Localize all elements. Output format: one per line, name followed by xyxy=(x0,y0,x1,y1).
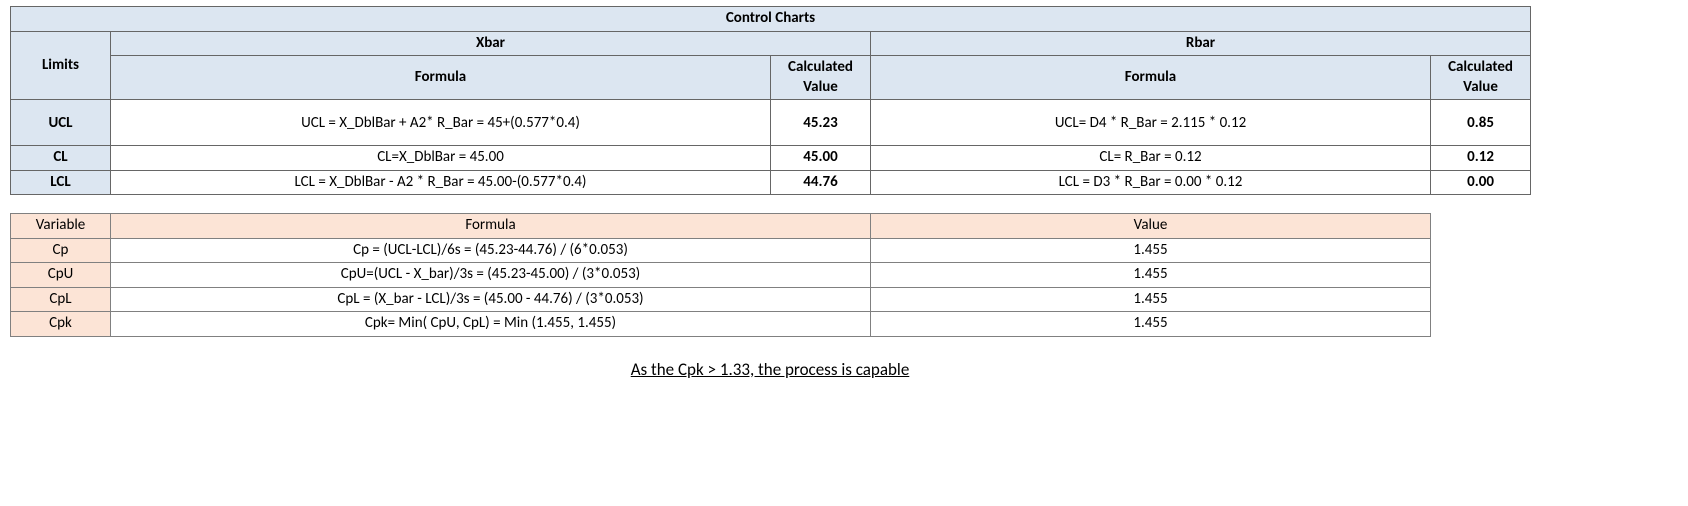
cap-cpl-formula: CpL = (X_bar - LCL)/3s = (45.00 - 44.76)… xyxy=(111,287,871,312)
cl-rbar-value: 0.12 xyxy=(1431,146,1531,171)
conclusion-line: As the Cpk > 1.33, the process is capabl… xyxy=(10,359,1530,380)
header-rbar-formula: Formula xyxy=(871,56,1431,100)
cap-cpu-formula: CpU=(UCL - X_bar)/3s = (45.23-45.00) / (… xyxy=(111,263,871,288)
header-xbar-formula: Formula xyxy=(111,56,771,100)
row-label-ucl: UCL xyxy=(11,100,111,146)
cap-row-cp: Cp xyxy=(11,238,111,263)
lcl-rbar-value: 0.00 xyxy=(1431,170,1531,195)
cap-cpu-value: 1.455 xyxy=(871,263,1431,288)
cap-cpk-value: 1.455 xyxy=(871,312,1431,337)
cl-rbar-formula: CL= R_Bar = 0.12 xyxy=(871,146,1431,171)
header-xbar-value: Calculated Value xyxy=(771,56,871,100)
conclusion-text: As the Cpk > 1.33, the process is capabl… xyxy=(631,359,910,380)
cap-cpk-formula: Cpk= Min( CpU, CpL) = Min (1.455, 1.455) xyxy=(111,312,871,337)
lcl-rbar-formula: LCL = D3 * R_Bar = 0.00 * 0.12 xyxy=(871,170,1431,195)
cap-header-value: Value xyxy=(871,214,1431,239)
lcl-xbar-value: 44.76 xyxy=(771,170,871,195)
header-rbar: Rbar xyxy=(871,31,1531,56)
cap-row-cpu: CpU xyxy=(11,263,111,288)
cap-cp-value: 1.455 xyxy=(871,238,1431,263)
row-label-lcl: LCL xyxy=(11,170,111,195)
ucl-rbar-value: 0.85 xyxy=(1431,100,1531,146)
cap-header-formula: Formula xyxy=(111,214,871,239)
cl-xbar-formula: CL=X_DblBar = 45.00 xyxy=(111,146,771,171)
cap-header-variable: Variable xyxy=(11,214,111,239)
page-root: Control Charts Limits Xbar Rbar Formula … xyxy=(0,0,1688,400)
cap-row-cpl: CpL xyxy=(11,287,111,312)
header-rbar-value: Calculated Value xyxy=(1431,56,1531,100)
cap-cpl-value: 1.455 xyxy=(871,287,1431,312)
ucl-rbar-formula: UCL= D4 * R_Bar = 2.115 * 0.12 xyxy=(871,100,1431,146)
ucl-xbar-formula: UCL = X_DblBar + A2* R_Bar = 45+(0.577*0… xyxy=(111,100,771,146)
row-label-cl: CL xyxy=(11,146,111,171)
ucl-xbar-value: 45.23 xyxy=(771,100,871,146)
cl-xbar-value: 45.00 xyxy=(771,146,871,171)
lcl-xbar-formula: LCL = X_DblBar - A2 * R_Bar = 45.00-(0.5… xyxy=(111,170,771,195)
header-xbar: Xbar xyxy=(111,31,871,56)
header-limits: Limits xyxy=(11,31,111,100)
cap-row-cpk: Cpk xyxy=(11,312,111,337)
capability-table: Variable Formula Value Cp Cp = (UCL-LCL)… xyxy=(10,213,1431,337)
control-charts-title: Control Charts xyxy=(11,7,1531,32)
cap-cp-formula: Cp = (UCL-LCL)/6s = (45.23-44.76) / (6*0… xyxy=(111,238,871,263)
control-charts-table: Control Charts Limits Xbar Rbar Formula … xyxy=(10,6,1531,195)
